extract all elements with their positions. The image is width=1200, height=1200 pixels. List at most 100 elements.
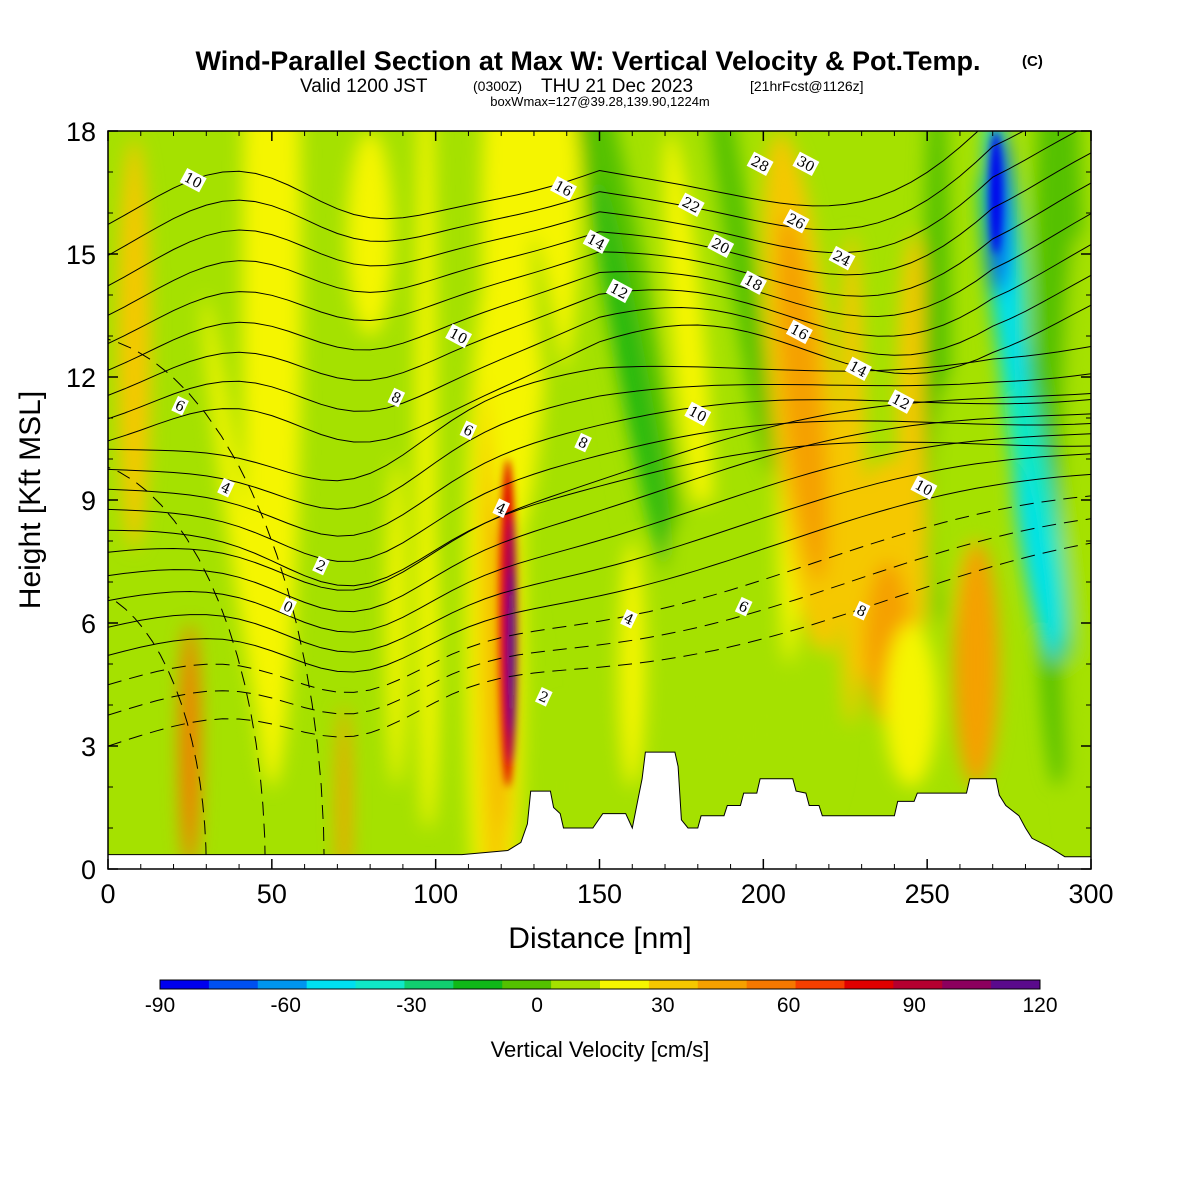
theta-label-bg [785,319,813,345]
theta-label-text: 14 [584,231,607,254]
theta-label-text: 22 [679,194,702,216]
theta-label-text: 10 [912,477,935,499]
theta-label: 6 [171,395,189,416]
colorbar-swatch [648,980,699,989]
theta-label: 30 [792,151,820,177]
theta-label-bg [620,609,638,629]
theta-label-text: 18 [741,272,764,294]
theta-label: 24 [828,245,856,271]
colorbar-tick-label: -30 [396,994,426,1017]
colorbar-swatch [355,980,405,989]
velocity-cell [347,131,394,336]
colorbar-swatch [746,980,797,989]
x-tick-label: 0 [100,879,115,909]
colorbar-swatch [991,980,1041,989]
theta-label: 8 [574,432,592,453]
theta-label-bg [677,192,705,218]
theta-label-bg [574,432,592,453]
theta-contour-line [108,466,266,869]
theta-label-text: 10 [181,170,204,192]
theta-label: 10 [910,475,938,500]
theta-label-text: 16 [551,178,574,201]
theta-contour-line [108,346,1091,482]
velocity-cell [805,643,839,808]
theta-label-text: 12 [607,281,630,303]
theta-contour-line [108,274,1091,420]
velocity-cell [619,541,646,787]
velocity-cell [714,643,741,849]
velocity-cell [884,623,937,787]
colorbar-swatch [600,980,650,989]
theta-contour-line [108,542,1091,747]
y-axis-label: Height [Kft MSL] [14,391,47,609]
theta-label: 4 [217,477,235,498]
theta-label-text: 16 [787,322,810,345]
valid-time-b: (0300Z) [473,78,522,94]
colorbar-swatch [844,980,894,989]
y-tick-label: 15 [66,240,96,270]
theta-label: 22 [677,192,705,218]
theta-label: 10 [684,401,712,427]
colorbar-tick-label: -60 [271,994,301,1017]
colorbar: -90 -60 -30 0 30 60 90 120 [145,979,1058,1017]
theta-contour-line [108,441,1091,587]
theta-label: 26 [782,208,810,234]
theta-label: 4 [492,498,511,518]
theta-label-text: 26 [784,211,807,234]
copyright-mark: (C) [1022,53,1043,70]
theta-contour-line [108,131,1079,287]
x-tick-label: 150 [577,879,622,909]
terrain [108,751,1091,869]
x-tick-label: 200 [741,879,786,909]
theta-label: 0 [279,596,298,617]
x-tick-label: 50 [257,879,287,909]
theta-contour-line [108,131,1025,256]
velocity-cell [777,213,828,582]
chart-title: Wind-Parallel Section at Max W: Vertical… [196,46,981,76]
velocity-cell [969,582,996,746]
theta-label-bg [279,596,298,617]
valid-time-a: Valid 1200 JST [300,76,428,97]
theta-label-bg [171,395,189,416]
velocity-field [117,131,1091,869]
theta-label-bg [217,477,235,498]
y-axis: 0 3 6 9 12 15 18 [66,117,1091,885]
y-tick-label: 3 [81,732,96,762]
theta-label-text: 10 [447,326,470,348]
theta-label-bg [550,176,577,201]
x-tick-label: 100 [413,879,458,909]
theta-label-bg [582,229,610,254]
x-tick-label: 250 [905,879,950,909]
velocity-cell [386,459,407,787]
velocity-cell [419,500,439,828]
theta-label-bg [844,356,872,382]
theta-contours [108,131,1091,869]
theta-label-bg [179,167,207,193]
valid-time-c: THU 21 Dec 2023 [541,76,693,97]
velocity-cell [897,233,931,603]
theta-label-text: 10 [686,404,709,426]
theta-label: 8 [852,600,871,621]
theta-label: 10 [179,167,207,193]
theta-label-bg [746,151,774,177]
colorbar-swatch [404,980,454,989]
theta-contour-line [108,433,1091,633]
velocity-cell [337,705,351,869]
theta-contour-line [108,518,1091,716]
theta-contour-line [108,413,1091,613]
velocity-cell [1014,460,1057,663]
velocity-cell [117,139,151,550]
theta-label-text: 14 [846,358,869,381]
velocity-core [508,612,514,716]
theta-label-bg [852,600,871,621]
theta-label-bg [707,233,735,259]
theta-label-bg [887,389,915,414]
velocity-cell [180,623,200,869]
theta-contour-line [108,338,325,869]
theta-label-bg [312,555,330,576]
colorbar-swatch [942,980,992,989]
velocity-cell [531,236,622,846]
valid-time-d: [21hrFcst@1126z] [750,78,864,94]
theta-contour-line [108,453,1091,653]
